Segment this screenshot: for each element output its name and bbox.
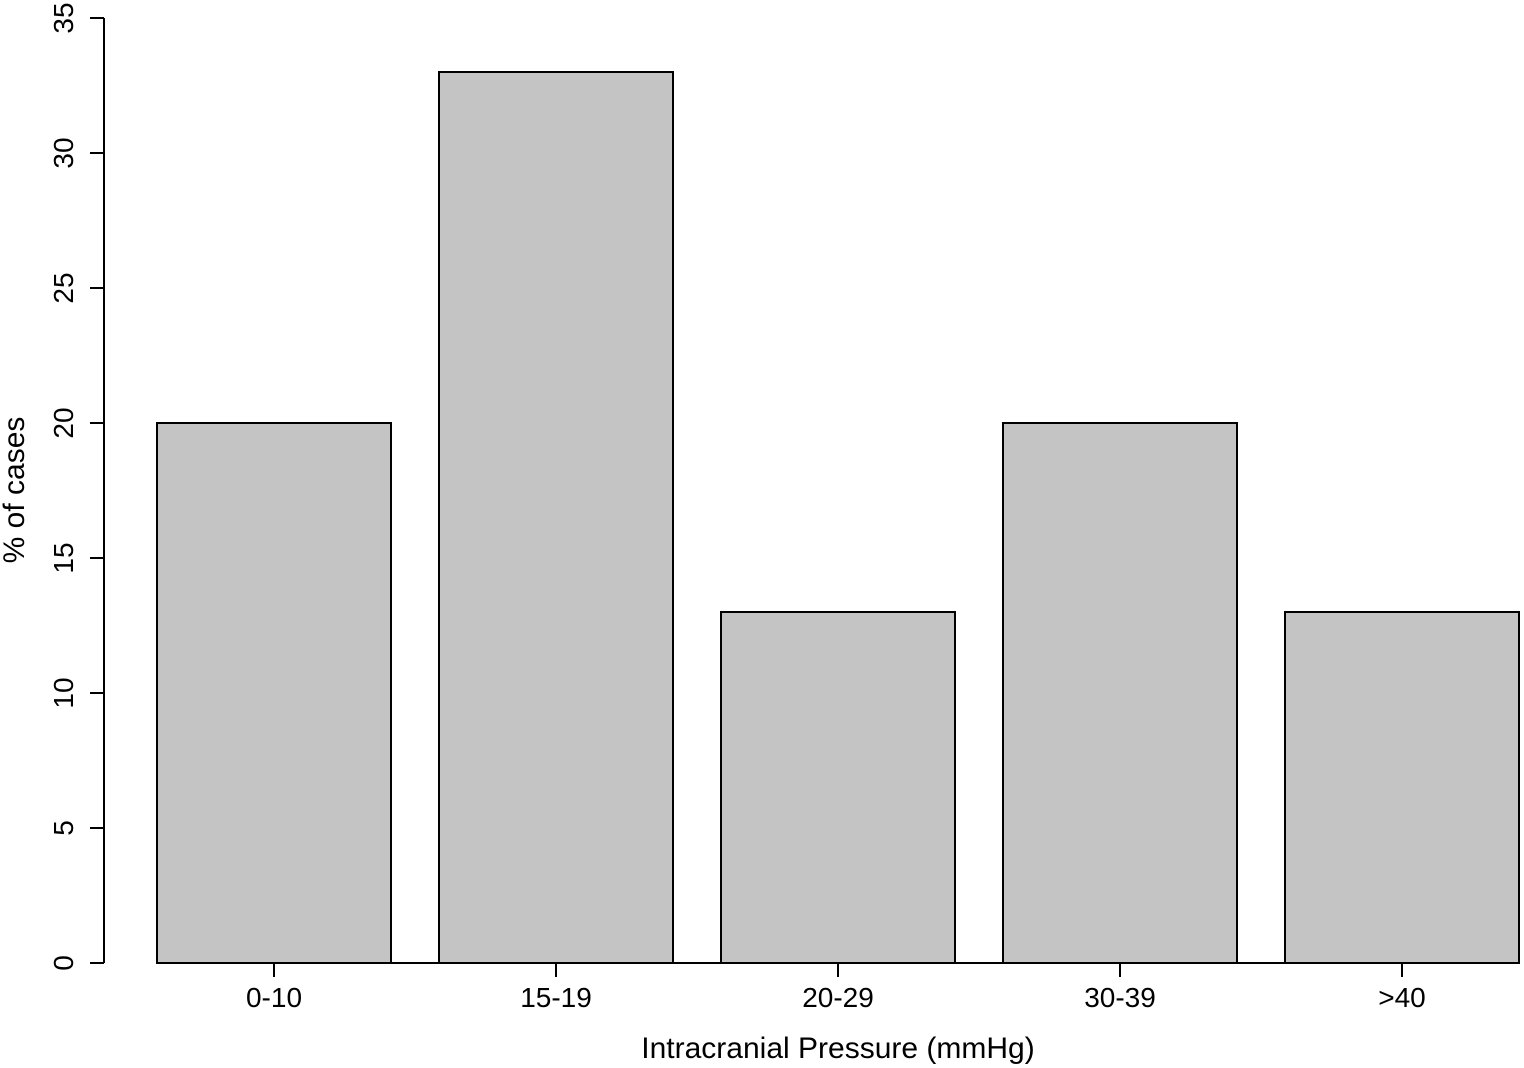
y-tick-label: 15 (48, 542, 79, 573)
y-tick-label: 0 (48, 955, 79, 971)
y-axis-title: % of cases (0, 417, 31, 564)
x-tick-label: >40 (1378, 982, 1426, 1013)
bar-20-29 (720, 611, 956, 964)
x-tick-label: 30-39 (1084, 982, 1156, 1013)
bar-15-19 (438, 71, 674, 964)
x-tick-label: 15-19 (520, 982, 592, 1013)
bar-30-39 (1002, 422, 1238, 964)
y-axis: 0 5 10 15 20 25 30 35 (48, 2, 105, 971)
x-tick-label: 20-29 (802, 982, 874, 1013)
y-tick-label: 35 (48, 2, 79, 33)
x-axis-title: Intracranial Pressure (mmHg) (641, 1032, 1034, 1065)
bar->40 (1284, 611, 1520, 964)
x-tick-label: 0-10 (246, 982, 302, 1013)
y-tick-label: 10 (48, 677, 79, 708)
bar-0-10 (156, 422, 392, 964)
y-tick-label: 25 (48, 272, 79, 303)
y-tick-label: 5 (48, 820, 79, 836)
y-tick-label: 30 (48, 137, 79, 168)
y-tick-label: 20 (48, 407, 79, 438)
bars-group (156, 71, 1520, 964)
x-axis: 0-10 15-19 20-29 30-39 >40 (246, 962, 1426, 1013)
